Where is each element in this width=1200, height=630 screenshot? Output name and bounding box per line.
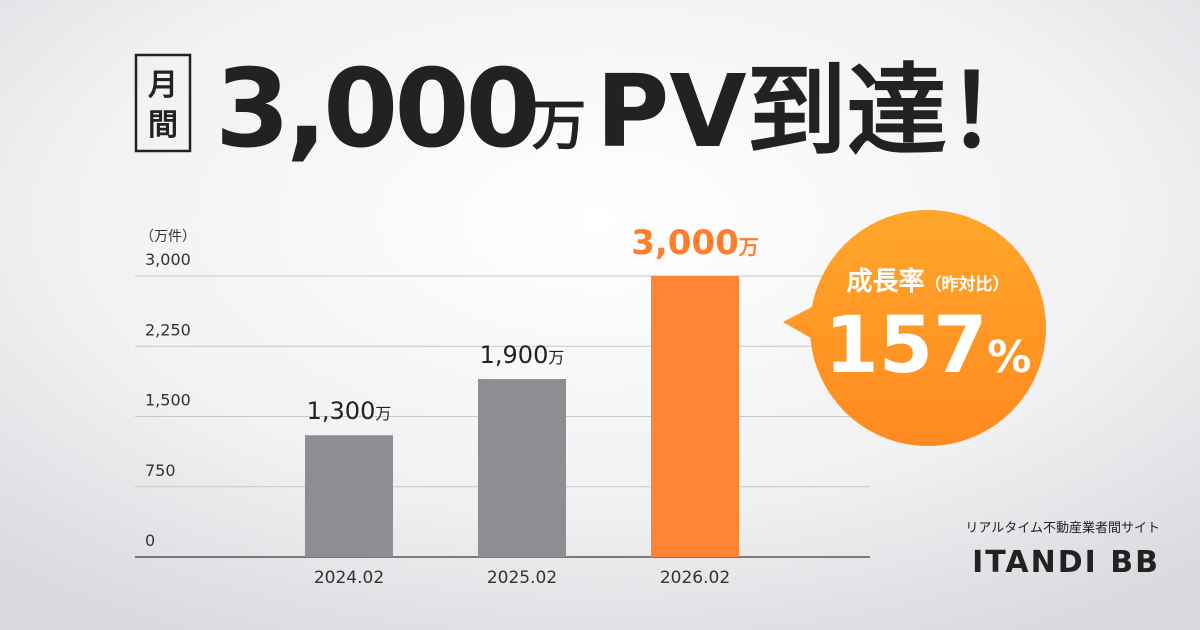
callout-value: 157% xyxy=(825,301,1032,391)
plot: 0 750 1,500 2,250 3,000 2024.02 1,300万 2025.02 1… xyxy=(135,223,870,588)
bar xyxy=(651,276,739,557)
y-tick-label: 0 xyxy=(145,531,155,550)
y-unit-label: （万件） xyxy=(140,229,196,245)
value-label: 3,000万 xyxy=(631,223,759,263)
brand-name: ITANDI BB xyxy=(972,545,1160,580)
badge-box xyxy=(134,53,192,153)
y-tick-label: 1,500 xyxy=(145,391,191,410)
headline-text: PV到達！ xyxy=(596,53,1047,170)
callout-title: 成長率（昨対比） xyxy=(846,266,1009,297)
headline-unit: 万 xyxy=(532,94,586,157)
y-tick-label: 2,250 xyxy=(145,320,191,339)
bar xyxy=(478,379,566,557)
x-tick-label: 2024.02 xyxy=(314,568,384,588)
badge-text: 月間 xyxy=(148,68,178,143)
value-label: 1,300万 xyxy=(307,397,392,425)
callout-title-main: 成長率 xyxy=(846,266,924,297)
bar xyxy=(305,435,393,557)
x-tick-label: 2026.02 xyxy=(660,568,730,588)
headline-number: 3,000 xyxy=(215,47,537,172)
callout-circle xyxy=(810,210,1046,446)
brand-tagline: リアルタイム不動産業者間サイト xyxy=(965,520,1160,536)
y-tick-label: 3,000 xyxy=(145,250,191,269)
callout-note: （昨対比） xyxy=(925,274,1010,295)
y-tick-label: 750 xyxy=(145,461,176,480)
value-label: 1,900万 xyxy=(480,341,565,369)
x-tick-label: 2025.02 xyxy=(487,568,557,588)
badge: 月間 xyxy=(148,68,178,143)
